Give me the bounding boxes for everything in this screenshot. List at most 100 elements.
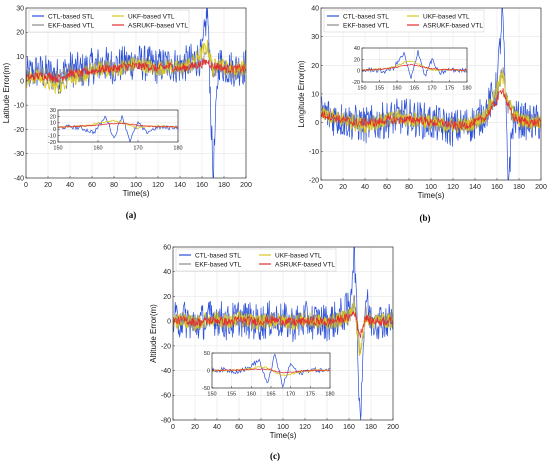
x-tick-label: 40 bbox=[66, 182, 74, 189]
inset-y-tick-label: -20 bbox=[48, 140, 56, 146]
y-tick-label: -20 bbox=[14, 127, 24, 134]
series-line-asrukf-based-vtl bbox=[26, 57, 246, 83]
y-tick-label: 30 bbox=[16, 5, 24, 12]
x-tick-label: 100 bbox=[130, 182, 142, 189]
x-tick-label: 60 bbox=[88, 182, 96, 189]
x-axis-label: Time(s) bbox=[418, 191, 445, 200]
inset-y-tick-label: 30 bbox=[50, 108, 56, 114]
inset-x-tick-label: 175 bbox=[306, 392, 315, 398]
y-axis-label: Altitude Error(m) bbox=[149, 304, 158, 363]
inset-x-tick-label: 180 bbox=[173, 146, 182, 152]
inset-x-tick-label: 170 bbox=[133, 146, 142, 152]
y-tick-label: 20 bbox=[311, 63, 319, 70]
x-tick-label: 20 bbox=[339, 184, 347, 191]
panel-label: (a) bbox=[126, 210, 137, 220]
y-tick-label: 0 bbox=[315, 120, 319, 127]
series-line-ukf-based-vtl-inset bbox=[362, 60, 467, 72]
y-tick-label: -40 bbox=[161, 368, 171, 375]
x-tick-label: 160 bbox=[343, 424, 355, 431]
legend: CTL-based STL EKF-based VTL UKF-based VTL A… bbox=[323, 9, 485, 33]
inset-y-tick-label: 0 bbox=[53, 127, 56, 133]
x-tick-label: 140 bbox=[321, 424, 333, 431]
x-tick-label: 0 bbox=[319, 184, 323, 191]
x-tick-label: 120 bbox=[152, 182, 164, 189]
x-tick-label: 140 bbox=[174, 182, 186, 189]
y-tick-label: 10 bbox=[16, 54, 24, 61]
inset-x-tick-label: 170 bbox=[427, 86, 436, 92]
y-tick-label: -20 bbox=[161, 343, 171, 350]
x-tick-label: 20 bbox=[44, 182, 52, 189]
inset-zoom-chart: 150 155 160 165 170 175 180 -50 0 50 bbox=[202, 351, 335, 398]
inset-y-tick-label: 20 bbox=[50, 114, 56, 120]
inset-zoom-chart: 150 155 160 165 170 175 180 -20 0 20 40 bbox=[352, 46, 472, 92]
legend-box bbox=[175, 248, 337, 272]
legend-entry-label: ASRUKF-based VTL bbox=[275, 261, 335, 268]
panel-label: (b) bbox=[420, 213, 431, 223]
inset-axes-frame bbox=[57, 109, 179, 143]
x-tick-label: 80 bbox=[405, 184, 413, 191]
y-tick-label: -30 bbox=[14, 151, 24, 158]
chart-panel-1: 0 20 40 60 80 100 120 140 160 180 200-40-30-20-100… bbox=[2, 5, 252, 220]
inset-y-tick-label: 10 bbox=[50, 121, 56, 127]
inset-series-group bbox=[362, 50, 467, 79]
y-tick-label: 10 bbox=[311, 91, 319, 98]
x-tick-label: 100 bbox=[425, 184, 437, 191]
x-tick-label: 160 bbox=[491, 184, 503, 191]
series-line-asrukf-based-vtl-inset bbox=[58, 122, 178, 128]
legend-entry-label: CTL-based STL bbox=[195, 252, 241, 259]
series-group bbox=[26, 8, 246, 178]
series-line-asrukf-based-vtl bbox=[321, 88, 541, 131]
chart-panel-2: 0 20 40 60 80 100 120 140 160 180 200-20-100102030… bbox=[297, 5, 547, 223]
inset-x-tick-label: 170 bbox=[286, 392, 295, 398]
inset-x-tick-label: 155 bbox=[375, 86, 384, 92]
y-tick-label: 20 bbox=[16, 30, 24, 37]
inset-x-tick-label: 160 bbox=[93, 146, 102, 152]
y-tick-label: -80 bbox=[161, 417, 171, 424]
legend-entry-label: EKF-based VTL bbox=[343, 22, 390, 29]
inset-x-tick-label: 155 bbox=[227, 392, 236, 398]
inset-series-group bbox=[58, 115, 178, 142]
inset-y-tick-label: -20 bbox=[352, 80, 360, 86]
inset-x-tick-label: 150 bbox=[357, 86, 366, 92]
series-group bbox=[173, 247, 393, 420]
x-tick-label: 200 bbox=[387, 424, 399, 431]
y-tick-label: -40 bbox=[14, 175, 24, 182]
inset-y-tick-label: 20 bbox=[354, 57, 360, 63]
y-tick-label: 0 bbox=[20, 78, 24, 85]
inset-x-tick-label: 150 bbox=[53, 146, 62, 152]
x-tick-label: 180 bbox=[218, 182, 230, 189]
legend-entry-label: CTL-based STL bbox=[343, 13, 389, 20]
legend-entry-label: EKF-based VTL bbox=[48, 22, 95, 29]
y-tick-label: 40 bbox=[163, 269, 171, 276]
inset-x-tick-label: 175 bbox=[445, 86, 454, 92]
inset-x-tick-label: 160 bbox=[247, 392, 256, 398]
y-tick-label: 0 bbox=[167, 319, 171, 326]
inset-y-tick-label: -10 bbox=[48, 134, 56, 140]
x-tick-label: 80 bbox=[110, 182, 118, 189]
y-tick-label: 60 bbox=[163, 244, 171, 251]
x-tick-label: 40 bbox=[361, 184, 369, 191]
x-tick-label: 200 bbox=[240, 182, 252, 189]
x-tick-label: 0 bbox=[24, 182, 28, 189]
inset-y-tick-label: -50 bbox=[202, 386, 210, 392]
x-tick-label: 120 bbox=[447, 184, 459, 191]
series-group bbox=[321, 8, 541, 180]
x-tick-label: 180 bbox=[513, 184, 525, 191]
inset-x-tick-label: 150 bbox=[207, 392, 216, 398]
series-line-asrukf-based-vtl-inset bbox=[362, 63, 467, 72]
legend: CTL-based STL EKF-based VTL UKF-based VTL A… bbox=[28, 9, 190, 33]
inset-x-tick-label: 165 bbox=[410, 86, 419, 92]
inset-y-tick-label: 40 bbox=[354, 46, 360, 52]
x-tick-label: 40 bbox=[213, 424, 221, 431]
x-tick-label: 100 bbox=[277, 424, 289, 431]
x-tick-label: 160 bbox=[196, 182, 208, 189]
y-tick-label: -60 bbox=[161, 393, 171, 400]
series-line-ctl-based-stl bbox=[173, 247, 393, 420]
inset-y-tick-label: 0 bbox=[357, 69, 360, 75]
x-tick-label: 180 bbox=[365, 424, 377, 431]
inset-y-tick-label: 0 bbox=[207, 368, 210, 374]
x-axis-label: Time(s) bbox=[270, 431, 297, 440]
y-tick-label: 30 bbox=[311, 34, 319, 41]
